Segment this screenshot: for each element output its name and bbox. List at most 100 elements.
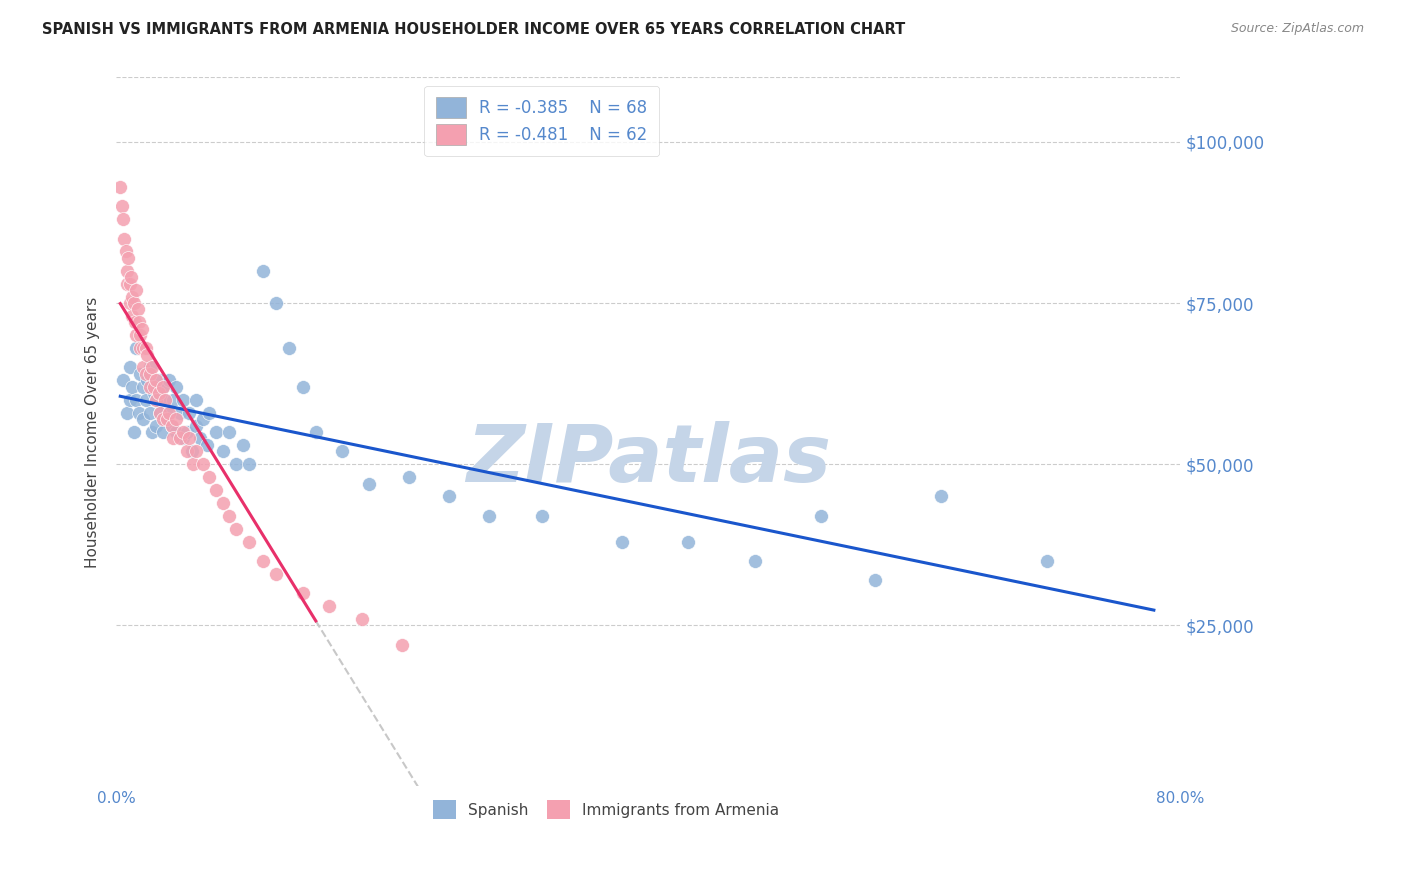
Point xyxy=(132,341,155,355)
Point xyxy=(929,490,952,504)
Point xyxy=(179,431,201,445)
Point xyxy=(181,444,204,458)
Text: SPANISH VS IMMIGRANTS FROM ARMENIA HOUSEHOLDER INCOME OVER 65 YEARS CORRELATION : SPANISH VS IMMIGRANTS FROM ARMENIA HOUSE… xyxy=(42,22,905,37)
Point xyxy=(121,309,143,323)
Point xyxy=(172,431,194,445)
Point xyxy=(122,296,145,310)
Point xyxy=(115,277,138,291)
Point xyxy=(198,406,221,420)
Point xyxy=(125,392,148,407)
Point xyxy=(183,457,205,471)
Point xyxy=(184,418,207,433)
Point xyxy=(118,360,141,375)
Point xyxy=(135,392,157,407)
Point xyxy=(145,392,167,407)
Y-axis label: Householder Income Over 65 years: Householder Income Over 65 years xyxy=(86,296,100,567)
Point xyxy=(135,373,157,387)
Point xyxy=(122,425,145,439)
Point xyxy=(125,328,148,343)
Point xyxy=(152,425,174,439)
Point xyxy=(1036,554,1059,568)
Point xyxy=(191,412,214,426)
Point xyxy=(211,496,233,510)
Point xyxy=(138,360,160,375)
Point xyxy=(114,244,136,259)
Point xyxy=(152,380,174,394)
Point xyxy=(138,367,160,381)
Point xyxy=(218,425,240,439)
Point xyxy=(115,406,138,420)
Point xyxy=(117,251,139,265)
Point xyxy=(184,392,207,407)
Point xyxy=(678,534,700,549)
Point xyxy=(172,392,194,407)
Point xyxy=(218,508,240,523)
Point xyxy=(278,341,301,355)
Point xyxy=(352,612,374,626)
Point xyxy=(132,380,155,394)
Point xyxy=(141,360,163,375)
Point xyxy=(149,406,172,420)
Point xyxy=(135,348,157,362)
Point xyxy=(155,392,177,407)
Point xyxy=(165,412,187,426)
Point xyxy=(238,457,260,471)
Point xyxy=(115,264,138,278)
Point xyxy=(165,380,187,394)
Point xyxy=(121,380,143,394)
Point xyxy=(225,457,247,471)
Point xyxy=(179,406,201,420)
Point xyxy=(744,554,766,568)
Point xyxy=(211,444,233,458)
Point xyxy=(138,406,160,420)
Point xyxy=(205,483,228,497)
Legend: Spanish, Immigrants from Armenia: Spanish, Immigrants from Armenia xyxy=(426,794,785,825)
Point xyxy=(176,425,198,439)
Point xyxy=(110,199,132,213)
Point xyxy=(252,554,274,568)
Point xyxy=(125,341,148,355)
Point xyxy=(398,470,420,484)
Point xyxy=(110,180,132,194)
Point xyxy=(141,425,163,439)
Point xyxy=(148,386,170,401)
Point xyxy=(138,380,160,394)
Point xyxy=(238,534,260,549)
Point xyxy=(152,412,174,426)
Point xyxy=(184,444,207,458)
Point xyxy=(291,586,314,600)
Point xyxy=(127,302,149,317)
Point xyxy=(159,406,181,420)
Point xyxy=(264,566,287,581)
Point xyxy=(176,444,198,458)
Point xyxy=(120,270,142,285)
Point xyxy=(129,367,152,381)
Point xyxy=(155,392,177,407)
Point xyxy=(125,283,148,297)
Point xyxy=(357,476,380,491)
Point xyxy=(169,431,191,445)
Point xyxy=(610,534,633,549)
Point xyxy=(437,490,460,504)
Point xyxy=(149,406,172,420)
Point xyxy=(252,264,274,278)
Point xyxy=(160,418,183,433)
Text: ZIPatlas: ZIPatlas xyxy=(465,421,831,500)
Point xyxy=(810,508,832,523)
Point xyxy=(162,392,184,407)
Point xyxy=(198,470,221,484)
Point xyxy=(111,373,134,387)
Point xyxy=(128,406,150,420)
Point xyxy=(225,522,247,536)
Point xyxy=(264,296,287,310)
Text: Source: ZipAtlas.com: Source: ZipAtlas.com xyxy=(1230,22,1364,36)
Point xyxy=(172,425,194,439)
Point xyxy=(142,386,165,401)
Point xyxy=(232,438,254,452)
Point xyxy=(132,412,155,426)
Point xyxy=(124,315,146,329)
Point xyxy=(118,392,141,407)
Point xyxy=(152,380,174,394)
Point xyxy=(530,508,553,523)
Point xyxy=(159,406,181,420)
